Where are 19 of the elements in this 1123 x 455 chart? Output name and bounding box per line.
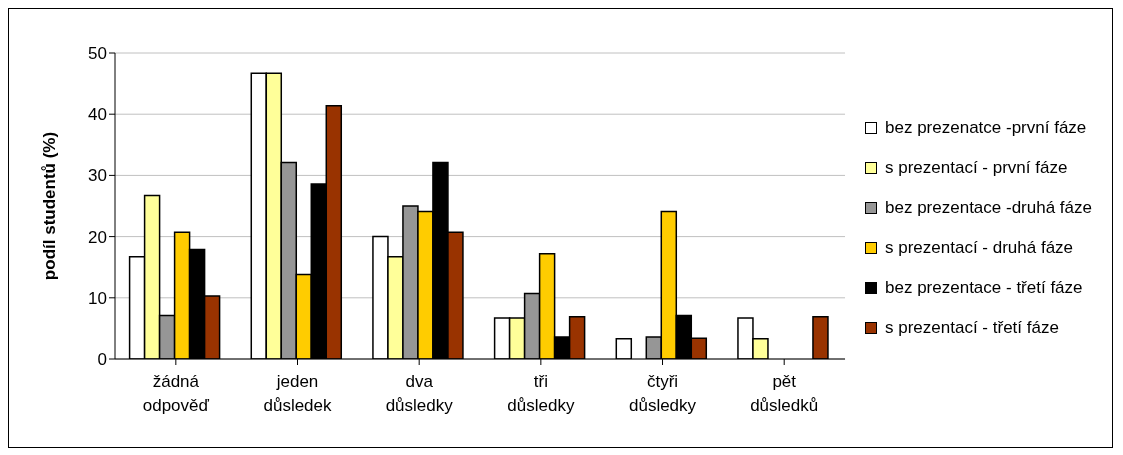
legend-label: bez prezenatce -první fáze	[885, 118, 1087, 138]
y-tick-label: 40	[88, 105, 107, 125]
legend-label: s prezentací - první fáze	[885, 158, 1068, 178]
x-tick-label: dva důsledky	[385, 372, 454, 415]
legend-label: s prezentací - třetí fáze	[885, 318, 1059, 338]
y-tick-label: 30	[88, 166, 107, 186]
x-tick-label: pět důsledků	[750, 372, 819, 415]
x-tick-label: čtyři důsledky	[628, 372, 697, 415]
x-tick-label: jeden důsledek	[263, 372, 333, 415]
x-tick-label: žádná odpověď	[142, 372, 210, 415]
y-tick-label: 50	[88, 44, 107, 64]
legend-label: bez prezentace - třetí fáze	[885, 278, 1083, 298]
x-tick-label: tři důsledky	[507, 372, 575, 415]
legend-label: bez prezentace -druhá fáze	[885, 198, 1092, 218]
y-tick-label: 20	[88, 227, 107, 247]
legend-label: s prezentací - druhá fáze	[885, 238, 1074, 258]
y-tick-label: 0	[97, 350, 107, 370]
y-axis-title: podíl studentů (%)	[40, 131, 60, 281]
y-tick-label: 10	[88, 288, 107, 308]
